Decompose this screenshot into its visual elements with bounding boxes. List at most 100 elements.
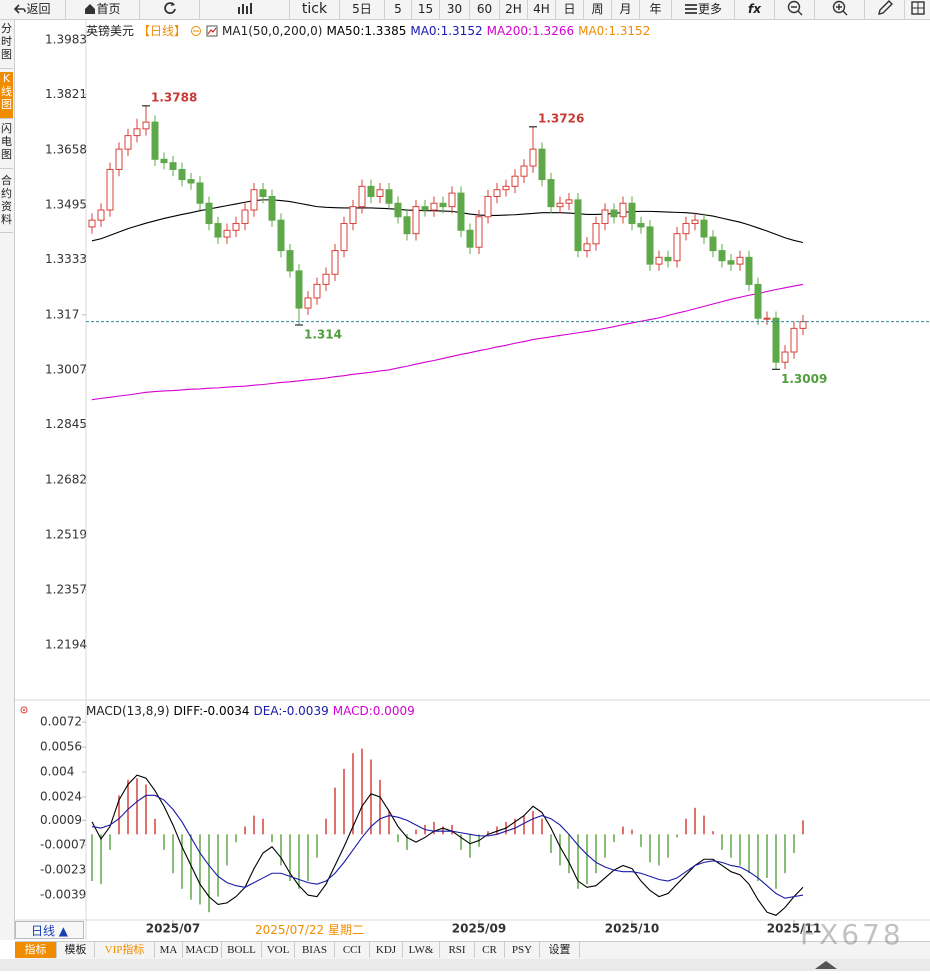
side-tab[interactable]: 闪电图 — [0, 122, 13, 169]
period-button[interactable]: 5日 — [340, 0, 385, 19]
macd-icon — [20, 706, 28, 714]
period-button[interactable]: 60 — [470, 0, 500, 19]
candle-body — [214, 223, 222, 238]
x-tick-label: 2025/09 — [452, 922, 506, 936]
candle-body — [430, 202, 438, 211]
period-button[interactable]: tick — [290, 0, 340, 19]
zoom-out-button[interactable] — [775, 0, 815, 19]
macd-line — [91, 794, 804, 899]
home-button[interactable]: 首页 — [66, 0, 140, 19]
period-button[interactable]: 年 — [640, 0, 672, 19]
period-button[interactable]: 2H — [500, 0, 528, 19]
candle-body — [97, 209, 105, 221]
y-tick-label: 1.317 — [45, 307, 79, 321]
candle-body — [763, 317, 771, 320]
layout-button[interactable] — [905, 0, 930, 19]
indicator-tab[interactable]: 模板 — [57, 942, 95, 958]
period-button[interactable]: 日 — [556, 0, 584, 19]
candle-body — [475, 216, 483, 248]
candle-body — [691, 219, 699, 225]
candle-body — [700, 219, 708, 238]
period-button[interactable]: 15 — [412, 0, 440, 19]
symbol: 英镑美元 — [86, 24, 135, 38]
y-tick-label: 0.0009 — [40, 813, 82, 827]
legend-entry: MA0:1.3152 — [578, 23, 651, 38]
side-tab[interactable]: 合约资料 — [0, 174, 13, 233]
indicator-tab[interactable]: BIAS — [295, 942, 335, 958]
zoom-in-button[interactable] — [815, 0, 865, 19]
candle-body — [196, 182, 204, 204]
candle-body — [457, 192, 465, 231]
candle-body — [322, 273, 330, 285]
candle-body — [394, 202, 402, 218]
candle-body — [466, 229, 474, 248]
indicator-tab[interactable]: VIP指标 — [95, 942, 155, 958]
candle-body — [331, 250, 339, 275]
candle-body — [448, 192, 456, 208]
y-tick-label: 0.0056 — [40, 740, 82, 754]
icon — [206, 25, 218, 36]
back-button[interactable]: 返回 — [0, 0, 66, 19]
candle-body — [169, 162, 177, 170]
button-label: 返回 — [26, 2, 51, 16]
candle-body — [673, 233, 681, 262]
period-button[interactable]: 4H — [528, 0, 556, 19]
period-toggle[interactable]: 日线 ▲ — [15, 921, 84, 939]
period-button[interactable]: 月 — [612, 0, 640, 19]
candle-body — [556, 202, 564, 208]
candle-body — [250, 189, 258, 211]
indicator-tab[interactable]: LW& — [403, 942, 440, 958]
icon — [14, 4, 27, 14]
candle-body — [205, 202, 213, 225]
candle-body — [223, 229, 231, 238]
candle-body — [367, 185, 375, 197]
price-legend: 英镑美元 【日线】 MA1(50,0,200,0) MA50:1.3385 MA0… — [86, 22, 650, 39]
indicator-tab[interactable]: CR — [475, 942, 505, 958]
candle-body — [745, 256, 753, 285]
formula-button[interactable]: fx — [735, 0, 775, 19]
refresh-button[interactable] — [140, 0, 200, 19]
indicator-tab[interactable]: KDJ — [370, 942, 403, 958]
chart-type-button[interactable] — [200, 0, 290, 19]
side-tab[interactable]: 分时图 — [0, 22, 13, 69]
y-tick-label: -0.0039 — [40, 888, 86, 902]
legend-entry: MA50:1.3385 — [326, 23, 407, 38]
indicator-tab[interactable]: 设置 — [540, 942, 580, 958]
indicator-tab[interactable]: BOLL — [222, 942, 262, 958]
icon — [787, 0, 802, 16]
candle-body — [637, 223, 645, 228]
period-button[interactable]: 30 — [440, 0, 470, 19]
indicator-tab[interactable]: MA — [155, 942, 183, 958]
indicator-tab[interactable]: RSI — [440, 942, 475, 958]
legend-entry: MACD:0.0009 — [332, 704, 415, 718]
candle-body — [574, 199, 582, 252]
candle-body — [88, 219, 96, 228]
candle-body — [547, 179, 555, 208]
candle-body — [385, 189, 393, 204]
indicator-tab[interactable]: VOL — [262, 942, 295, 958]
extreme-label: 1.3788 — [151, 90, 197, 104]
candle-body — [133, 128, 141, 137]
candle-body — [529, 148, 537, 167]
indicator-tab[interactable]: 指标 — [15, 942, 57, 958]
x-tick-label: 2025/10 — [605, 922, 659, 936]
more-button[interactable]: 更多 — [672, 0, 735, 19]
indicator-tab[interactable]: MACD — [183, 942, 222, 958]
y-tick-label: 1.2682 — [45, 472, 87, 486]
candle-body — [583, 243, 591, 252]
x-tick-label: 2025/07 — [146, 922, 200, 936]
y-tick-label: 0.004 — [40, 764, 74, 778]
draw-button[interactable] — [865, 0, 905, 19]
indicator-tab[interactable]: PSY — [505, 942, 540, 958]
legend-entry: DEA:-0.0039 — [253, 704, 329, 718]
candle-body — [484, 195, 492, 218]
side-tab[interactable]: K线图 — [0, 72, 13, 119]
period-button[interactable]: 周 — [584, 0, 612, 19]
candle-body — [304, 297, 312, 309]
period: 【日线】 — [138, 24, 187, 38]
candle-body — [736, 256, 744, 265]
period-button[interactable]: 5 — [385, 0, 412, 19]
scrollbar — [0, 959, 930, 971]
y-tick-label: 1.3658 — [45, 142, 87, 156]
indicator-tab[interactable]: CCI — [335, 942, 370, 958]
